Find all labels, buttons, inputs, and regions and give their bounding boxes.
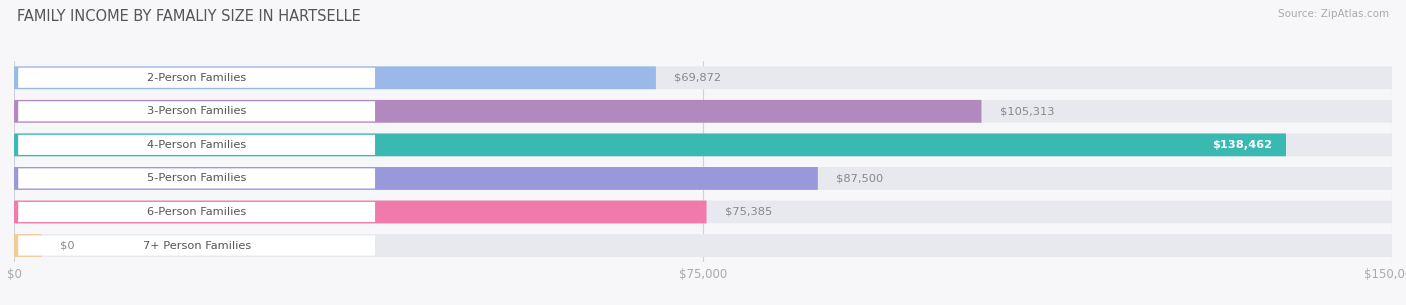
FancyBboxPatch shape: [14, 134, 1392, 156]
Text: 6-Person Families: 6-Person Families: [148, 207, 246, 217]
FancyBboxPatch shape: [18, 135, 375, 155]
FancyBboxPatch shape: [14, 100, 1392, 123]
Text: 3-Person Families: 3-Person Families: [148, 106, 246, 116]
FancyBboxPatch shape: [14, 66, 655, 89]
FancyBboxPatch shape: [18, 101, 375, 121]
Text: 2-Person Families: 2-Person Families: [148, 73, 246, 83]
FancyBboxPatch shape: [14, 234, 42, 257]
Text: $87,500: $87,500: [837, 174, 883, 183]
FancyBboxPatch shape: [14, 167, 1392, 190]
Text: $75,385: $75,385: [725, 207, 772, 217]
Text: 7+ Person Families: 7+ Person Families: [142, 241, 250, 250]
FancyBboxPatch shape: [14, 134, 1286, 156]
FancyBboxPatch shape: [14, 234, 1392, 257]
Text: $138,462: $138,462: [1212, 140, 1272, 150]
Text: FAMILY INCOME BY FAMALIY SIZE IN HARTSELLE: FAMILY INCOME BY FAMALIY SIZE IN HARTSEL…: [17, 9, 360, 24]
FancyBboxPatch shape: [14, 167, 818, 190]
FancyBboxPatch shape: [18, 235, 375, 256]
FancyBboxPatch shape: [14, 201, 707, 223]
FancyBboxPatch shape: [14, 100, 981, 123]
Text: $0: $0: [60, 241, 75, 250]
FancyBboxPatch shape: [14, 201, 1392, 223]
FancyBboxPatch shape: [18, 168, 375, 188]
Text: 5-Person Families: 5-Person Families: [148, 174, 246, 183]
FancyBboxPatch shape: [18, 68, 375, 88]
Text: $105,313: $105,313: [1000, 106, 1054, 116]
FancyBboxPatch shape: [18, 202, 375, 222]
Text: Source: ZipAtlas.com: Source: ZipAtlas.com: [1278, 9, 1389, 19]
Text: 4-Person Families: 4-Person Families: [148, 140, 246, 150]
Text: $69,872: $69,872: [675, 73, 721, 83]
FancyBboxPatch shape: [14, 66, 1392, 89]
